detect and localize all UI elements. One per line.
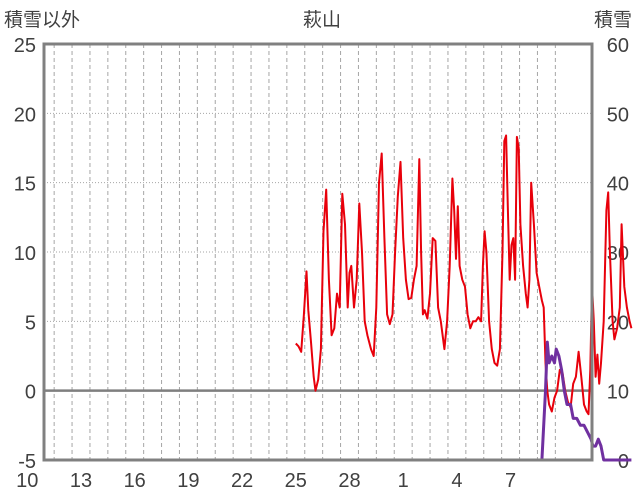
right-y-tick-label: 10 [607, 382, 629, 404]
x-tick-labels: 10 13 16 19 22 25 28 1 4 7 [16, 470, 516, 492]
x-tick-label: 19 [177, 470, 199, 492]
series-layer [295, 134, 633, 462]
x-tick-label: 25 [285, 470, 307, 492]
x-tick-label: 7 [505, 470, 516, 492]
x-tick-label: 10 [16, 470, 38, 492]
x-tick-label: 28 [338, 470, 360, 492]
snow-depth-line [295, 340, 632, 462]
left-y-tick-label: 10 [14, 243, 36, 265]
x-tick-label: 4 [451, 470, 462, 492]
temperature-line [295, 134, 633, 416]
x-tick-label: 13 [70, 470, 92, 492]
left-y-tick-label: 20 [14, 104, 36, 126]
x-tick-label: 16 [124, 470, 146, 492]
left-y-tick-labels: 25 20 15 10 5 0 -5 [14, 35, 36, 473]
right-y-tick-label: 40 [607, 174, 629, 196]
x-tick-label: 22 [231, 470, 253, 492]
left-axis-label: 積雪以外 [4, 9, 80, 31]
x-tick-label: 1 [398, 470, 409, 492]
left-y-tick-label: -5 [18, 451, 36, 473]
left-y-tick-label: 15 [14, 174, 36, 196]
grid-lines [44, 44, 592, 460]
left-y-tick-label: 5 [25, 312, 36, 334]
right-y-tick-label: 60 [607, 35, 629, 57]
right-y-tick-label: 0 [618, 451, 629, 473]
right-axis-label: 積雪 [594, 9, 632, 31]
chart-title: 萩山 [303, 9, 341, 31]
plot-frame [42, 42, 594, 462]
left-y-tick-label: 0 [25, 382, 36, 404]
right-y-tick-label: 50 [607, 104, 629, 126]
left-y-tick-label: 25 [14, 35, 36, 57]
